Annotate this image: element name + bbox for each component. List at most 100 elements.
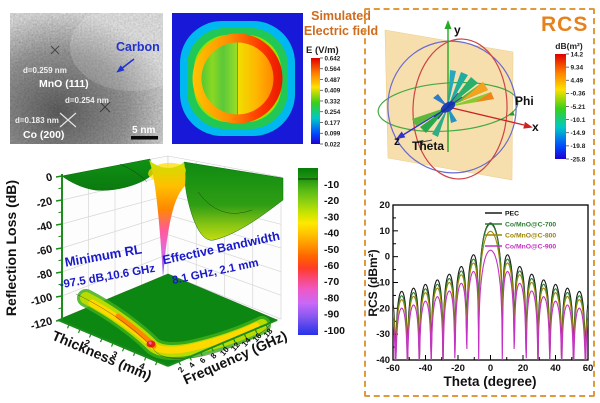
surface-contour-2 — [197, 191, 253, 214]
thickness-tick — [88, 333, 92, 338]
z-axis-arrowhead — [395, 131, 406, 140]
theta-arrowhead — [417, 139, 424, 145]
series-curve-Co/MnO@C-900 — [393, 249, 588, 360]
colorbar-tick-label: -0.36 — [571, 91, 586, 98]
thickness-tick — [154, 361, 158, 366]
curves-group — [393, 222, 588, 360]
efield-title-line2: Electric field — [303, 24, 379, 38]
series-curve-PEC — [393, 222, 588, 360]
z-tick-label: -80 — [35, 267, 53, 283]
z-tick-label: -20 — [35, 195, 53, 211]
thickness-tick — [66, 324, 70, 329]
theta-label: Theta — [412, 139, 444, 153]
x-tick-label: 20 — [518, 363, 529, 374]
efield-unit-label: E (V/m) — [306, 45, 339, 56]
frequency-tick-label: 8 — [209, 351, 219, 361]
tem-cross-marker-2 — [99, 101, 111, 113]
x-axis-label: x — [532, 120, 539, 134]
rcs-panel-border — [364, 8, 595, 397]
rcs-colorbar: dB(m²) 14.2 9.34 4.49 -0.36 -5.21 -10.1 -14.9 -… — [555, 41, 586, 163]
phi-label: Phi — [515, 94, 534, 108]
thickness-tick-label: 3 — [110, 349, 119, 360]
outer-sphere-circle — [387, 40, 517, 174]
scalebar — [131, 136, 158, 140]
y-tick-label: -40 — [376, 355, 390, 366]
rcs-colorbar-unit: dB(m²) — [555, 41, 583, 51]
carbon-label: Carbon — [116, 40, 160, 54]
plot-frame — [392, 204, 589, 361]
z-tick-label: -60 — [35, 243, 53, 259]
theta-arrow — [421, 139, 433, 143]
scalebar-label: 5 nm — [132, 125, 155, 136]
x-tick-label: 0 — [488, 363, 493, 374]
efield-colorbar-ticks: 0.642 0.564 0.487 0.409 0.332 0.254 0.177 0.099… — [320, 55, 341, 148]
efield-simulation-panel — [172, 13, 303, 144]
colorbar-tick-label: 0.409 — [325, 88, 341, 95]
colorbar-tick-label: 4.49 — [571, 78, 584, 85]
z-tick — [55, 319, 63, 322]
y-axis-arrowhead — [444, 20, 452, 29]
colorbar-tick-label: 9.34 — [571, 64, 584, 71]
thickness-tick — [99, 338, 103, 343]
colorbar-tick-label: -5.21 — [571, 104, 586, 111]
tem-cross-marker-3 — [59, 112, 77, 128]
thickness-tick — [110, 342, 114, 347]
carbon-arrowhead — [116, 65, 125, 73]
colorbar-tick-label: 0.642 — [325, 55, 341, 62]
radiation-pattern — [412, 70, 494, 137]
d-spacing-1-label: d=0.259 nm — [23, 66, 67, 75]
colorbar-tick-label: -20 — [324, 195, 339, 207]
colorbar-tick-label: -19.8 — [571, 143, 586, 150]
colorbar-tick-label: -10.1 — [571, 117, 586, 124]
colorbar-tick-label: -40 — [324, 228, 339, 240]
colorbar-tick-label: 14.2 — [571, 51, 584, 58]
colorbar-tick-label: 0.022 — [325, 141, 341, 148]
x-axis-arrowhead — [523, 121, 533, 129]
colorbar-tick-label: -50 — [324, 244, 339, 256]
rcs-colorbar-ticks: 14.2 9.34 4.49 -0.36 -5.21 -10.1 -14.9 -19.8 -25… — [566, 51, 586, 163]
z-minor-tick — [58, 283, 63, 286]
thickness-tick — [132, 351, 136, 357]
phi-arrowhead — [508, 110, 515, 116]
z-tick — [55, 199, 63, 202]
frequency-tick-label: 2 — [176, 365, 186, 375]
x-tick-label: -20 — [451, 363, 465, 374]
tem-cross-marker-1 — [50, 45, 60, 55]
z-minor-tick — [58, 259, 63, 262]
rcs-panel-title: RCS — [541, 13, 589, 36]
colorbar-tick-label: 0.099 — [325, 131, 341, 138]
colorbar-tick-label: 0.487 — [325, 77, 341, 84]
legend-label: Co/MnO@C-700 — [505, 222, 556, 229]
colorbar-tick-label: -30 — [324, 211, 339, 223]
x-tick-label: 60 — [583, 363, 594, 374]
colorbar-tick-label: 0.254 — [325, 109, 341, 116]
frequency-tick — [221, 342, 225, 347]
frequency-tick — [211, 347, 214, 352]
rcs-3d-diagram: y x z Theta Phi — [377, 20, 539, 181]
colorbar-tick-label: -14.9 — [571, 130, 586, 137]
z-tick-label: 0 — [45, 171, 54, 184]
y-tick-label: 10 — [379, 226, 390, 237]
frequency-tick — [189, 356, 192, 361]
colorbar-tick-label: -90 — [324, 309, 339, 321]
colorbar-tick-label: 0.177 — [325, 120, 341, 127]
legend-label: PEC — [505, 211, 519, 218]
theta-circle — [412, 38, 508, 180]
z-axis-label: z — [394, 134, 400, 148]
efield-core-right — [237, 42, 274, 115]
efield-core-left — [201, 42, 238, 115]
funnel-spike — [149, 160, 186, 277]
frequency-tick — [254, 328, 258, 334]
rcs-y-axis-label: RCS (dBm²) — [366, 249, 380, 316]
x-tick-label: -60 — [386, 363, 400, 374]
frequency-tick — [243, 333, 247, 338]
z-tick — [55, 175, 63, 178]
colorbar-tick-label: -100 — [324, 325, 345, 337]
frequency-tick — [200, 351, 203, 357]
z-tick-label: -40 — [35, 219, 53, 235]
y-tick-label: 0 — [385, 252, 390, 263]
z-tick — [55, 247, 63, 250]
colorbar-tick-label: -25.8 — [571, 156, 586, 163]
thickness-tick — [121, 347, 125, 352]
surface-left — [61, 158, 154, 191]
